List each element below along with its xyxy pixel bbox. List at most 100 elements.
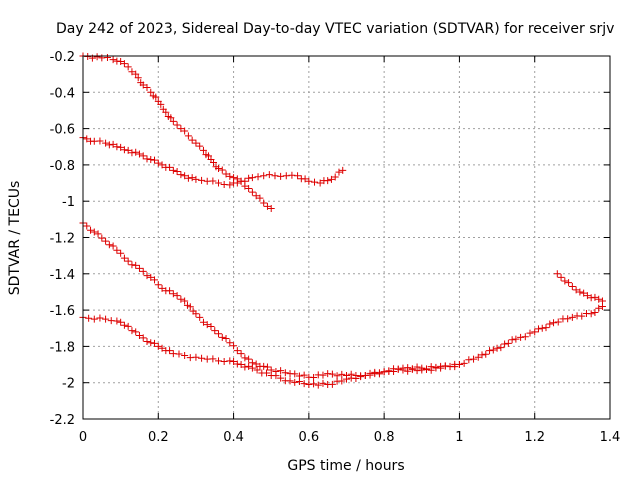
x-tick-label: 1.2 <box>524 430 545 445</box>
data-point <box>192 310 200 318</box>
data-point <box>151 156 159 164</box>
data-point <box>598 297 606 305</box>
data-point <box>233 347 241 355</box>
data-point <box>135 150 143 158</box>
data-point <box>169 117 177 125</box>
data-point <box>311 178 319 186</box>
data-point <box>102 237 110 245</box>
y-tick-label: -0.8 <box>50 159 75 174</box>
data-point <box>550 319 558 327</box>
data-point <box>230 358 238 366</box>
data-point <box>154 281 162 289</box>
data-point <box>177 171 185 179</box>
data-point <box>218 333 226 341</box>
data-point <box>277 374 285 382</box>
data-point <box>158 161 166 169</box>
data-point <box>263 202 271 210</box>
data-point <box>310 380 318 388</box>
data-point <box>169 166 177 174</box>
data-point <box>83 135 91 143</box>
data-point <box>209 177 217 185</box>
data-point <box>288 171 296 179</box>
data-point <box>215 179 223 187</box>
data-point <box>169 290 177 298</box>
chart-title: Day 242 of 2023, Sidereal Day-to-day VTE… <box>56 21 614 37</box>
data-point <box>139 81 147 89</box>
data-point <box>418 364 426 372</box>
data-point <box>192 353 200 361</box>
data-point <box>282 172 290 180</box>
data-point <box>152 93 160 101</box>
tick-layer: 0 0.2 0.4 0.6 0.8 1 1.2 1.4 -2.2 -2 -1.8 -1.6 -1.4 -1… <box>50 50 621 445</box>
data-point <box>192 139 200 147</box>
data-point <box>188 174 196 182</box>
data-point <box>199 146 207 154</box>
data-point <box>166 163 174 171</box>
data-point <box>173 292 181 300</box>
data-point <box>310 374 318 382</box>
data-point <box>85 314 93 322</box>
data-point <box>248 364 256 372</box>
data-point <box>252 360 260 368</box>
data-point <box>553 270 561 278</box>
data-point <box>587 310 595 318</box>
data-point <box>300 371 308 379</box>
data-point <box>338 377 346 385</box>
data-point <box>595 295 603 303</box>
data-point <box>120 146 128 154</box>
data-point <box>166 347 174 355</box>
data-point <box>489 346 497 354</box>
data-point <box>211 327 219 335</box>
data-point <box>215 165 223 173</box>
data-point <box>295 378 303 385</box>
data-point <box>583 292 591 300</box>
data-point <box>218 166 226 174</box>
data-point <box>576 288 584 296</box>
data-point <box>305 381 313 389</box>
data-point <box>512 335 520 343</box>
x-tick-label: 0.2 <box>148 430 169 445</box>
data-point <box>120 254 128 262</box>
data-point <box>591 293 599 301</box>
series-track-4 <box>79 313 463 389</box>
data-point <box>143 338 151 346</box>
data-point <box>113 143 121 151</box>
data-point <box>209 158 217 166</box>
data-point <box>335 168 343 176</box>
y-tick-label: -1.2 <box>50 232 75 247</box>
data-point <box>245 174 253 182</box>
y-tick-label: -0.2 <box>50 50 75 65</box>
data-point <box>124 146 132 154</box>
data-point <box>568 283 576 291</box>
data-point <box>139 267 147 275</box>
data-point <box>117 143 125 151</box>
series-track-5 <box>553 270 606 305</box>
data-point <box>226 172 234 180</box>
data-point <box>103 54 111 62</box>
data-point <box>94 230 102 238</box>
data-point <box>166 287 174 295</box>
data-point <box>109 140 117 148</box>
data-point <box>375 370 383 378</box>
data-point <box>109 242 117 250</box>
data-point <box>343 375 350 383</box>
data-point <box>256 194 264 202</box>
data-point <box>198 176 206 184</box>
data-point <box>132 70 140 78</box>
data-point <box>222 170 230 178</box>
data-point <box>147 155 155 163</box>
data-point <box>385 368 393 376</box>
data-point <box>291 370 299 378</box>
data-point <box>220 358 228 366</box>
data-point <box>470 355 478 363</box>
data-point <box>177 295 185 303</box>
data-point <box>132 148 140 156</box>
data-point <box>117 318 125 326</box>
data-point <box>267 204 275 212</box>
data-point <box>128 327 136 335</box>
data-point <box>327 175 335 183</box>
data-point <box>124 257 132 265</box>
data-point <box>578 312 586 320</box>
data-point <box>432 363 440 371</box>
data-point <box>497 344 505 352</box>
